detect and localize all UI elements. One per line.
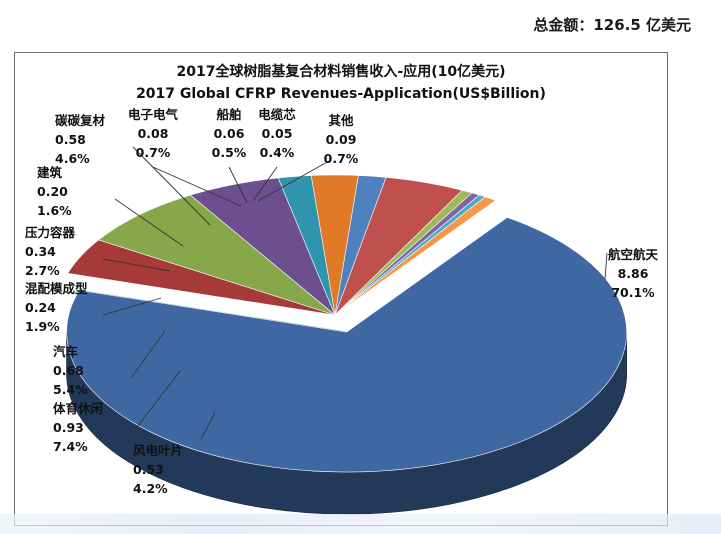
label-value-molding: 0.24 (25, 300, 56, 315)
label-percent-wind: 4.2% (133, 481, 168, 496)
watermark-band (0, 514, 721, 534)
label-value-cable: 0.05 (262, 126, 293, 141)
pie-slices (66, 174, 628, 515)
total-amount: 总金额：126.5 亿美元 (533, 16, 691, 34)
label-name-aerospace: 航空航天 (608, 247, 659, 262)
label-percent-building: 1.6% (37, 203, 72, 218)
label-percent-auto: 5.4% (53, 382, 88, 397)
label-value-cc: 0.58 (55, 132, 86, 147)
label-percent-electrical: 0.7% (136, 145, 171, 160)
leader-cc (132, 146, 211, 226)
label-value-wind: 0.53 (133, 462, 164, 477)
label-value-sports: 0.93 (53, 420, 84, 435)
label-value-other: 0.09 (326, 132, 357, 147)
label-percent-ship: 0.5% (212, 145, 247, 160)
leader-pressure (102, 258, 171, 272)
leader-auto (130, 330, 166, 379)
label-percent-cable: 0.4% (260, 145, 295, 160)
label-value-pressure: 0.34 (25, 244, 56, 259)
label-name-sports: 体育休闲 (53, 401, 103, 416)
chart-title: 2017全球树脂基复合材料销售收入-应用(10亿美元) (176, 63, 505, 80)
label-name-other: 其他 (328, 113, 354, 128)
chart-frame: 2017全球树脂基复合材料销售收入-应用(10亿美元) 2017 Global … (14, 52, 668, 526)
label-percent-molding: 1.9% (25, 319, 60, 334)
label-name-molding: 混配模成型 (25, 281, 88, 296)
label-percent-aerospace: 70.1% (611, 285, 655, 300)
label-value-ship: 0.06 (214, 126, 245, 141)
pie-chart: 2017全球树脂基复合材料销售收入-应用(10亿美元) 2017 Global … (25, 63, 658, 515)
label-percent-sports: 7.4% (53, 439, 88, 454)
label-name-cable: 电缆芯 (258, 107, 296, 122)
leader-ship (228, 166, 248, 204)
label-percent-pressure: 2.7% (25, 263, 60, 278)
slice-labels: 航空航天 8.86 70.1% 风电叶片 0.53 4.2% 体育休闲 0.93 7.4% 汽车 0… (25, 107, 658, 496)
leader-cable (252, 166, 278, 202)
slice-aerospace (66, 217, 627, 473)
label-name-wind: 风电叶片 (133, 443, 183, 458)
label-percent-cc: 4.6% (55, 151, 90, 166)
label-name-ship: 船舶 (216, 107, 241, 122)
slice-other (334, 196, 497, 316)
slice-sports (98, 194, 336, 316)
leader-building (114, 198, 184, 247)
label-name-auto: 汽车 (53, 344, 79, 359)
label-percent-other: 0.7% (324, 151, 359, 166)
label-name-building: 建筑 (37, 165, 63, 180)
chart-subtitle: 2017 Global CFRP Revenues-Application(US… (136, 86, 546, 102)
leader-lines (102, 146, 608, 440)
label-value-electrical: 0.08 (138, 126, 169, 141)
label-value-auto: 0.68 (53, 363, 84, 378)
label-name-electrical: 电子电气 (128, 107, 179, 122)
label-value-building: 0.20 (37, 184, 68, 199)
leader-sports (130, 370, 181, 436)
label-name-cc: 碳碳复材 (55, 113, 106, 128)
leader-electrical (152, 166, 242, 207)
leader-wind (200, 412, 216, 440)
leader-aerospace (604, 252, 608, 280)
leader-molding (102, 297, 162, 316)
leader-other (257, 160, 330, 202)
label-name-pressure: 压力容器 (25, 225, 76, 240)
label-value-aerospace: 8.86 (618, 266, 649, 281)
